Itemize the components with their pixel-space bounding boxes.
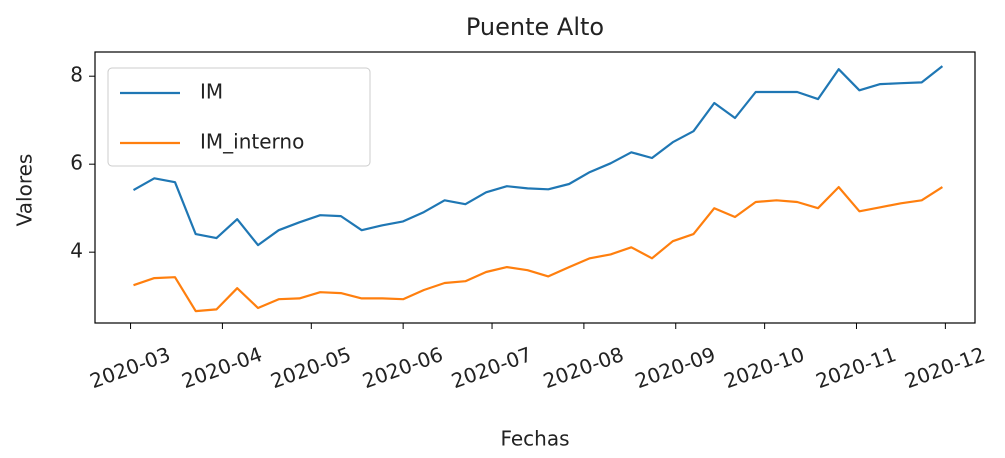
- plot-frame: [94, 51, 976, 324]
- x-tick-label: 2020-03: [87, 342, 174, 393]
- x-tick-label: 2020-11: [813, 342, 900, 393]
- legend-label: IM_interno: [200, 130, 304, 154]
- x-tick-label: 2020-12: [901, 342, 988, 393]
- series-line: [133, 186, 943, 313]
- y-tick-label: 4: [70, 239, 83, 263]
- y-tick-label: 8: [70, 63, 83, 87]
- x-tick-label: 2020-10: [721, 342, 808, 393]
- x-tick-label: 2020-05: [267, 342, 354, 393]
- y-axis-label: Valores: [13, 154, 37, 227]
- y-tick-label: 6: [70, 151, 83, 175]
- x-tick-label: 2020-07: [448, 342, 535, 393]
- x-tick-label: 2020-08: [540, 342, 627, 393]
- legend-label: IM: [200, 80, 223, 104]
- x-axis-label: Fechas: [500, 427, 569, 451]
- x-tick-label: 2020-04: [179, 342, 266, 393]
- series-line: [132, 65, 944, 247]
- chart-title: Puente Alto: [466, 13, 604, 41]
- x-tick-label: 2020-06: [359, 342, 446, 393]
- x-tick-label: 2020-09: [632, 342, 719, 393]
